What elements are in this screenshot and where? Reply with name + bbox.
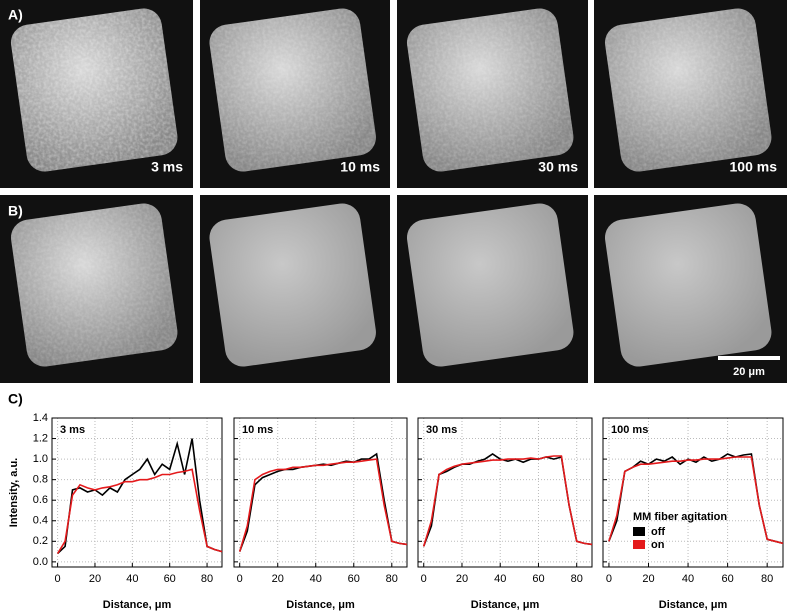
x-axis-label: Distance, μm bbox=[286, 599, 355, 611]
plot-frame bbox=[417, 417, 593, 568]
series-line bbox=[238, 452, 408, 552]
sample bbox=[604, 203, 772, 367]
x-tick-label: 0 bbox=[421, 573, 427, 585]
speckle bbox=[10, 8, 178, 172]
image-grid: 3 ms 10 ms 30 ms 100 ms bbox=[0, 0, 787, 383]
panel-label: A) bbox=[8, 7, 23, 23]
exposure-label: 30 ms bbox=[538, 159, 578, 175]
chart-title: 10 ms bbox=[242, 424, 273, 436]
plot-frame bbox=[602, 417, 784, 568]
plot-frame bbox=[51, 417, 223, 568]
y-tick-label: 1.0 bbox=[33, 453, 48, 465]
sample bbox=[406, 203, 574, 367]
x-tick-label: 60 bbox=[721, 573, 733, 585]
speckle bbox=[406, 8, 574, 172]
x-axis-label: Distance, μm bbox=[471, 599, 540, 611]
sample bbox=[209, 203, 376, 367]
scale-bar-label: 20 μm bbox=[733, 366, 765, 378]
plot-frame bbox=[233, 417, 408, 568]
x-tick-label: 20 bbox=[272, 573, 284, 585]
chart-title: 30 ms bbox=[426, 424, 457, 436]
series-line bbox=[56, 468, 223, 555]
x-tick-label: 40 bbox=[682, 573, 694, 585]
y-tick-label: 0.0 bbox=[33, 556, 48, 568]
x-tick-label: 20 bbox=[642, 573, 654, 585]
exposure-label: 3 ms bbox=[151, 159, 183, 175]
legend-swatch bbox=[633, 527, 645, 536]
x-axis-label: Distance, μm bbox=[103, 599, 172, 611]
y-tick-label: 1.2 bbox=[33, 432, 48, 444]
series-line bbox=[422, 455, 593, 547]
y-tick-label: 0.2 bbox=[33, 535, 48, 547]
speckle bbox=[10, 203, 178, 367]
y-tick-label: 0.8 bbox=[33, 474, 48, 486]
x-tick-label: 80 bbox=[761, 573, 773, 585]
legend-swatch bbox=[633, 540, 645, 549]
panel-label: B) bbox=[8, 203, 23, 219]
x-tick-label: 0 bbox=[606, 573, 612, 585]
legend-label: on bbox=[651, 539, 665, 551]
x-tick-label: 0 bbox=[237, 573, 243, 585]
x-tick-label: 20 bbox=[89, 573, 101, 585]
chart-title: 3 ms bbox=[60, 424, 85, 436]
chart-title: 100 ms bbox=[611, 424, 648, 436]
x-tick-label: 40 bbox=[494, 573, 506, 585]
x-tick-label: 60 bbox=[164, 573, 176, 585]
x-tick-label: 60 bbox=[532, 573, 544, 585]
y-axis-label: Intensity, a.u. bbox=[8, 458, 20, 527]
series-line bbox=[238, 458, 408, 552]
speckle bbox=[604, 8, 772, 172]
y-tick-label: 1.4 bbox=[33, 412, 48, 424]
y-tick-label: 0.6 bbox=[33, 494, 48, 506]
x-tick-label: 40 bbox=[126, 573, 138, 585]
x-tick-label: 80 bbox=[386, 573, 398, 585]
legend-title: MM fiber agitation bbox=[633, 511, 727, 523]
legend-label: off bbox=[651, 526, 665, 538]
x-axis-label: Distance, μm bbox=[659, 599, 728, 611]
x-tick-label: 80 bbox=[201, 573, 213, 585]
x-tick-label: 40 bbox=[310, 573, 322, 585]
x-tick-label: 80 bbox=[571, 573, 583, 585]
y-tick-label: 0.4 bbox=[33, 515, 48, 527]
exposure-label: 100 ms bbox=[730, 159, 778, 175]
series-line bbox=[608, 456, 784, 545]
speckle bbox=[209, 8, 376, 172]
panel-label: C) bbox=[8, 391, 23, 407]
exposure-label: 10 ms bbox=[340, 159, 380, 175]
x-tick-label: 0 bbox=[55, 573, 61, 585]
series-line bbox=[57, 438, 223, 555]
x-tick-label: 20 bbox=[456, 573, 468, 585]
x-tick-label: 60 bbox=[348, 573, 360, 585]
